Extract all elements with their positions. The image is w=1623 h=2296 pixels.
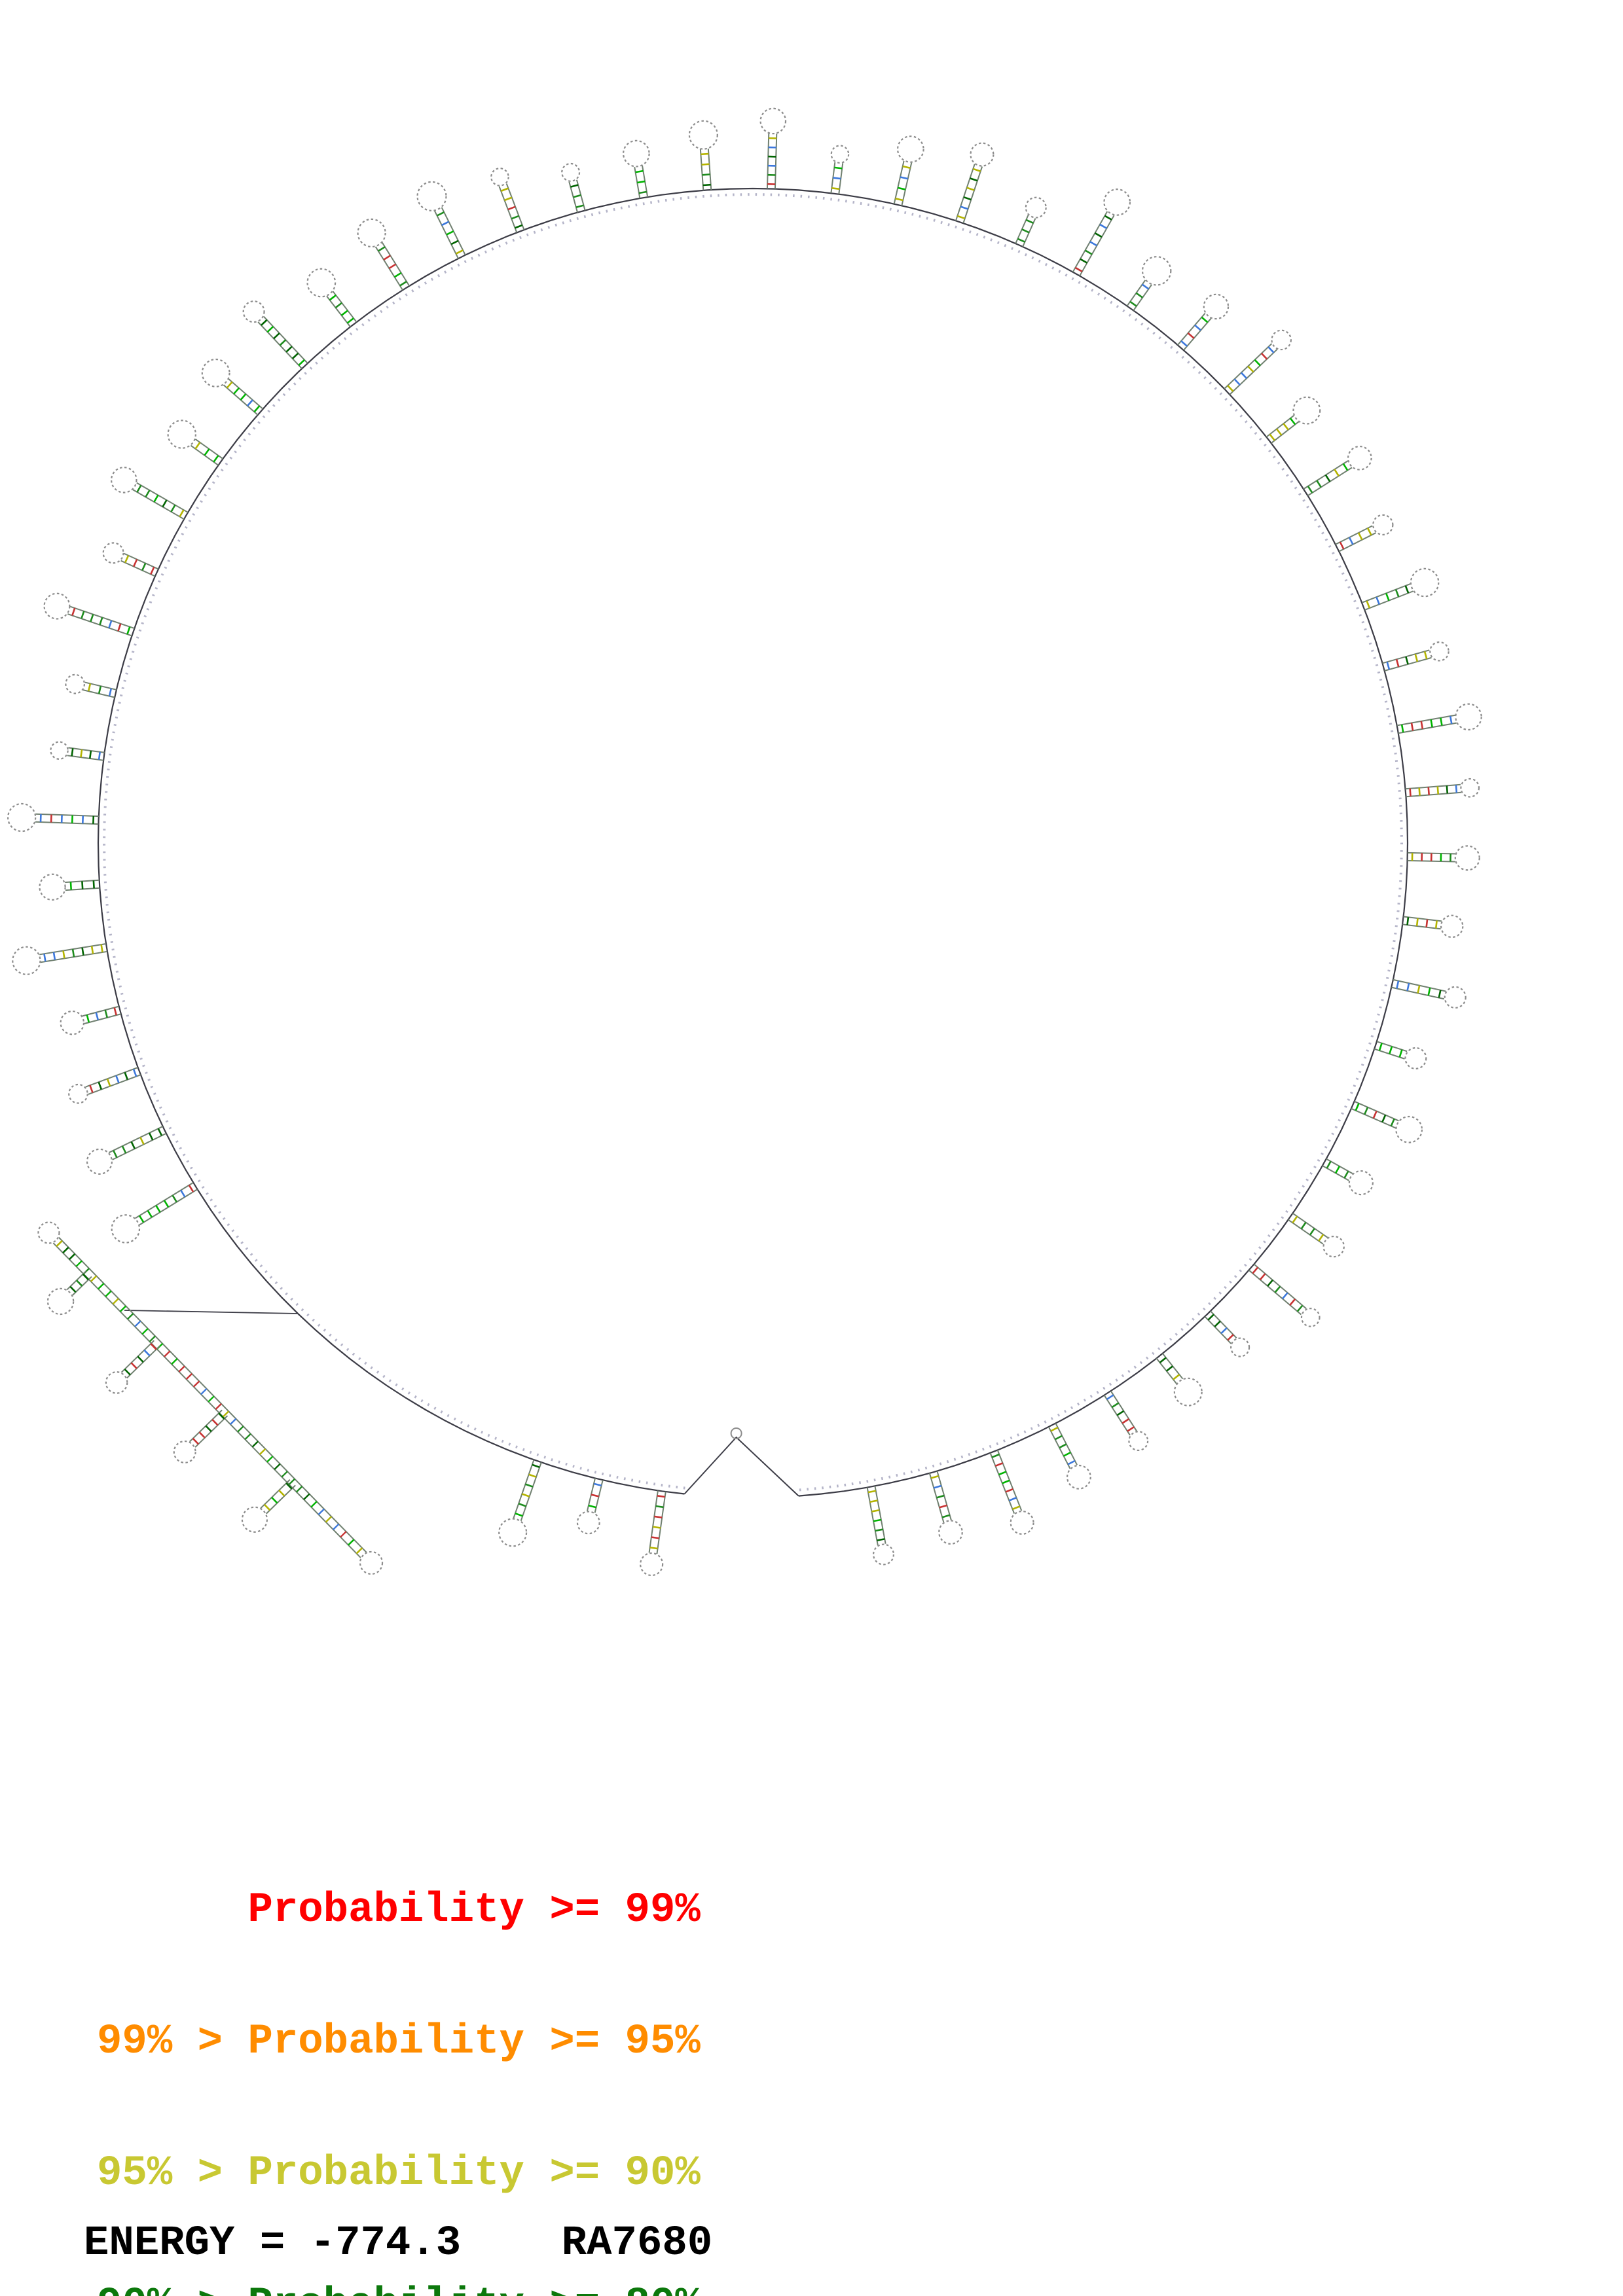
hairpin [110, 467, 189, 520]
hairpin [1288, 1212, 1345, 1258]
hairpin [576, 1478, 604, 1535]
hairpin [111, 1182, 198, 1244]
hairpin [173, 1409, 228, 1463]
hairpin [561, 162, 586, 213]
hairpin [68, 1067, 141, 1104]
legend-line-90-95: 95% > Probability >= 90% [97, 2150, 701, 2197]
hairpin [1303, 445, 1372, 497]
hairpin [357, 218, 410, 291]
arm-helix [71, 1257, 351, 1541]
energy-label: ENERGY = -774.3 RA7680 [84, 2220, 713, 2267]
hairpin [1391, 978, 1467, 1009]
hairpin [1072, 188, 1131, 276]
hairpin [1335, 514, 1394, 552]
hairpin [1322, 1158, 1374, 1196]
hairpin [167, 420, 223, 466]
probability-legend: Probability >= 99% 99% > Probability >= … [97, 1801, 701, 2296]
hairpin [7, 802, 99, 833]
hairpin [866, 1486, 895, 1566]
hairpin [1048, 1423, 1091, 1490]
hairpin [343, 1535, 384, 1575]
hairpin [50, 741, 105, 761]
hairpin [759, 107, 787, 189]
hairpin [241, 1479, 296, 1533]
hairpin [688, 120, 718, 190]
hairpin [43, 592, 135, 637]
hairpin [893, 135, 924, 206]
arm-connector [124, 1310, 299, 1314]
hairpin [60, 1005, 121, 1035]
hairpin [1249, 1263, 1321, 1327]
backbone [97, 187, 1409, 1497]
hairpin [1126, 256, 1172, 311]
legend-line-80-90: 90% > Probability >= 80% [97, 2284, 701, 2296]
hairpin [1266, 396, 1321, 444]
hairpin [201, 358, 264, 416]
hairpin [1405, 778, 1480, 798]
legend-line-99: Probability >= 99% [97, 1887, 701, 1934]
hairpin [955, 142, 994, 224]
hairpin [640, 1490, 666, 1577]
hairpin [1382, 641, 1450, 672]
hairpin [39, 873, 100, 901]
hairpin [1177, 293, 1230, 351]
hairpin [622, 139, 650, 199]
hairpin [1402, 914, 1464, 939]
hairpin [37, 1221, 79, 1263]
hairpin [1156, 1353, 1203, 1407]
hairpin [928, 1471, 963, 1545]
hairpin [242, 300, 308, 369]
legend-line-95-99: 99% > Probability >= 95% [97, 2018, 701, 2066]
end-loop [730, 1427, 742, 1439]
hairpin [498, 1460, 542, 1547]
rna-structure-plot [7, 107, 1482, 1577]
hairpin [1103, 1390, 1149, 1452]
hairpin [65, 673, 117, 698]
hairpin [46, 1270, 92, 1316]
hairpin [1204, 1310, 1250, 1357]
hairpin [1015, 196, 1047, 247]
hairpin [830, 145, 850, 194]
hairpin [1407, 845, 1480, 871]
hairpin [306, 268, 357, 327]
end-notch [684, 1436, 799, 1497]
hairpin [12, 942, 107, 975]
hairpin [416, 181, 466, 259]
hairpin [1351, 1100, 1423, 1143]
hairpin [102, 542, 159, 577]
hairpin [105, 1340, 160, 1394]
hairpin [1374, 1041, 1427, 1069]
hairpin [1396, 703, 1482, 734]
hairpin [989, 1450, 1034, 1535]
hairpin [86, 1126, 167, 1175]
hairpin [1361, 567, 1440, 611]
hairpin [1224, 329, 1292, 395]
backbone-bases [102, 192, 1404, 1492]
hairpin [490, 168, 525, 233]
